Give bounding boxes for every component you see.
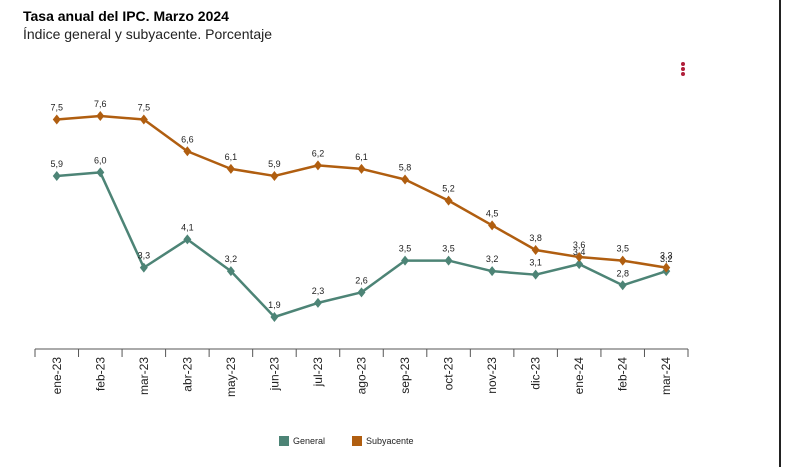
data-point-subyacente[interactable] — [618, 255, 627, 266]
data-point-subyacente[interactable] — [401, 174, 410, 185]
chart-title: Tasa anual del IPC. Marzo 2024 — [23, 8, 229, 24]
legend-swatch-general — [279, 436, 289, 446]
data-label-general: 3,5 — [399, 244, 412, 254]
legend-swatch-subyacente — [352, 436, 362, 446]
x-tick-label-ene-23: ene-23 — [50, 357, 64, 395]
data-point-general[interactable] — [270, 312, 279, 322]
data-point-general[interactable] — [357, 287, 366, 298]
x-tick-label-jul-23: jul-23 — [311, 357, 325, 388]
data-point-general[interactable] — [575, 259, 584, 270]
data-label-subyacente: 3,8 — [529, 233, 542, 243]
data-point-subyacente[interactable] — [139, 114, 148, 125]
data-label-subyacente: 7,5 — [138, 103, 151, 113]
data-point-subyacente[interactable] — [183, 146, 192, 157]
data-point-subyacente[interactable] — [96, 111, 105, 121]
data-label-general: 3,1 — [529, 258, 542, 268]
data-point-subyacente[interactable] — [357, 163, 366, 174]
data-label-subyacente: 3,5 — [616, 244, 629, 254]
data-label-general: 3,2 — [660, 254, 673, 264]
x-tick-label-ene-24: ene-24 — [572, 357, 586, 395]
x-tick-label-may-23: may-23 — [224, 357, 238, 397]
data-point-general[interactable] — [313, 297, 322, 308]
x-tick-label-jun-23: jun-23 — [267, 357, 281, 392]
data-point-subyacente[interactable] — [270, 170, 279, 181]
data-label-general: 3,3 — [138, 251, 151, 261]
data-label-general: 3,2 — [486, 254, 499, 264]
data-point-general[interactable] — [96, 167, 105, 178]
frame-border — [779, 0, 781, 467]
data-point-subyacente[interactable] — [313, 160, 322, 171]
legend-item-subyacente[interactable]: Subyacente — [352, 436, 414, 446]
data-point-general[interactable] — [52, 170, 61, 181]
data-label-general: 1,9 — [268, 300, 281, 310]
legend-label-general: General — [293, 436, 326, 446]
data-point-general[interactable] — [183, 234, 192, 245]
data-label-subyacente: 6,1 — [225, 152, 238, 162]
legend-label-subyacente: Subyacente — [366, 436, 414, 446]
data-label-general: 4,1 — [181, 222, 194, 232]
x-tick-label-mar-24: mar-24 — [659, 357, 673, 395]
data-point-subyacente[interactable] — [662, 262, 671, 273]
data-label-subyacente: 6,2 — [312, 148, 325, 158]
chart-subtitle: Índice general y subyacente. Porcentaje — [23, 26, 273, 42]
data-label-subyacente: 5,2 — [442, 184, 455, 194]
data-label-subyacente: 6,1 — [355, 152, 368, 162]
data-point-subyacente[interactable] — [531, 245, 540, 255]
data-point-general[interactable] — [618, 280, 627, 291]
data-label-subyacente: 5,9 — [268, 159, 281, 169]
x-tick-label-sep-23: sep-23 — [398, 357, 412, 394]
data-point-general[interactable] — [226, 266, 235, 277]
legend-item-general[interactable]: General — [279, 436, 325, 446]
data-point-general[interactable] — [139, 262, 148, 273]
data-label-general: 2,6 — [355, 275, 368, 285]
data-point-subyacente[interactable] — [488, 220, 497, 231]
x-tick-label-nov-23: nov-23 — [485, 357, 499, 394]
x-tick-label-dic-23: dic-23 — [529, 357, 543, 390]
data-label-subyacente: 6,6 — [181, 134, 194, 144]
x-tick-label-ago-23: ago-23 — [355, 357, 369, 395]
x-tick-label-feb-23: feb-23 — [93, 357, 107, 391]
data-label-general: 6,0 — [94, 155, 107, 165]
data-point-subyacente[interactable] — [444, 195, 453, 206]
data-label-subyacente: 3,6 — [573, 240, 586, 250]
data-point-general[interactable] — [488, 266, 497, 277]
data-label-general: 3,5 — [442, 244, 455, 254]
data-label-subyacente: 7,5 — [51, 103, 64, 113]
data-label-general: 2,3 — [312, 286, 325, 296]
data-point-subyacente[interactable] — [575, 252, 584, 263]
data-point-general[interactable] — [531, 269, 540, 280]
data-point-subyacente[interactable] — [226, 163, 235, 174]
x-tick-label-feb-24: feb-24 — [616, 357, 630, 391]
data-label-general: 5,9 — [51, 159, 64, 169]
x-tick-label-oct-23: oct-23 — [442, 357, 456, 391]
data-label-subyacente: 4,5 — [486, 208, 499, 218]
data-point-subyacente[interactable] — [52, 114, 61, 125]
data-label-subyacente: 5,8 — [399, 162, 412, 172]
data-point-general[interactable] — [444, 255, 453, 266]
data-point-general[interactable] — [401, 255, 410, 266]
legend: General Subyacente — [0, 436, 785, 450]
data-label-general: 3,2 — [225, 254, 238, 264]
data-label-general: 2,8 — [616, 268, 629, 278]
data-label-subyacente: 7,6 — [94, 99, 107, 109]
data-label-subyacente: 3,3 — [660, 251, 673, 261]
x-tick-label-abr-23: abr-23 — [180, 357, 194, 392]
kebab-menu-icon[interactable] — [679, 62, 687, 78]
x-tick-label-mar-23: mar-23 — [137, 357, 151, 395]
